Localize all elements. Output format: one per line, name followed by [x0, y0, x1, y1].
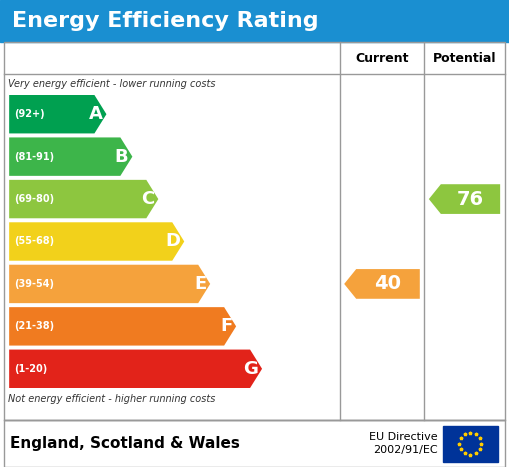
- Text: EU Directive: EU Directive: [370, 432, 438, 441]
- Polygon shape: [9, 265, 210, 303]
- Polygon shape: [9, 95, 106, 134]
- Bar: [443, 425, 498, 461]
- Text: Very energy efficient - lower running costs: Very energy efficient - lower running co…: [8, 79, 215, 89]
- Text: (55-68): (55-68): [14, 236, 54, 247]
- Text: (92+): (92+): [14, 109, 45, 119]
- Text: (69-80): (69-80): [14, 194, 54, 204]
- Bar: [0, 0, 509, 42]
- Text: F: F: [220, 318, 232, 335]
- Polygon shape: [9, 350, 262, 388]
- Text: E: E: [194, 275, 206, 293]
- Text: Energy Efficiency Rating: Energy Efficiency Rating: [12, 11, 319, 31]
- Text: D: D: [165, 233, 180, 250]
- Text: (1-20): (1-20): [14, 364, 47, 374]
- Text: B: B: [115, 148, 128, 166]
- Text: G: G: [243, 360, 258, 378]
- Bar: [4, 420, 505, 467]
- Polygon shape: [344, 269, 420, 299]
- Polygon shape: [9, 137, 132, 176]
- Text: A: A: [89, 105, 102, 123]
- Text: Not energy efficient - higher running costs: Not energy efficient - higher running co…: [8, 394, 215, 404]
- Text: England, Scotland & Wales: England, Scotland & Wales: [10, 436, 240, 451]
- Text: 40: 40: [375, 275, 402, 293]
- Polygon shape: [429, 184, 500, 214]
- Bar: [4, 42, 505, 420]
- Text: 76: 76: [457, 190, 484, 209]
- Text: 2002/91/EC: 2002/91/EC: [374, 446, 438, 455]
- Text: Potential: Potential: [433, 51, 496, 64]
- Polygon shape: [9, 222, 184, 261]
- Polygon shape: [9, 307, 236, 346]
- Text: (39-54): (39-54): [14, 279, 54, 289]
- Text: C: C: [141, 190, 154, 208]
- Text: (81-91): (81-91): [14, 152, 54, 162]
- Text: Current: Current: [355, 51, 409, 64]
- Text: (21-38): (21-38): [14, 321, 54, 332]
- Polygon shape: [9, 180, 158, 218]
